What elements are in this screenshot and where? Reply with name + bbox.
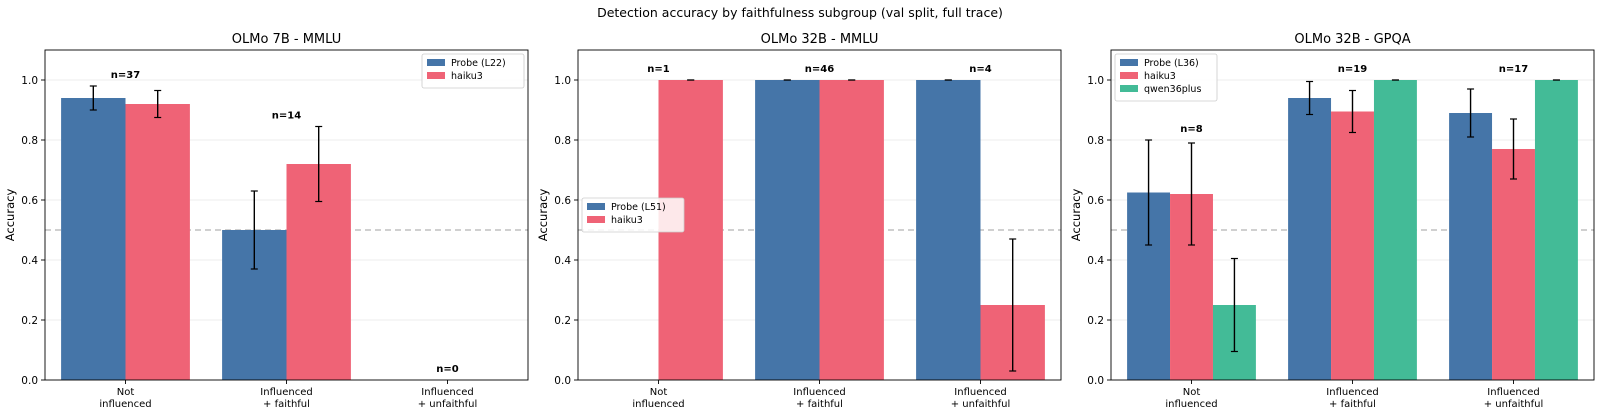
legend-swatch-haiku3	[587, 216, 605, 223]
legend-swatch-haiku3	[427, 72, 445, 79]
figure-title: Detection accuracy by faithfulness subgr…	[597, 5, 1003, 20]
x-tick-line: + faithful	[796, 399, 843, 410]
y-tick-label: 0.8	[554, 135, 571, 147]
x-tick-line: Not	[117, 387, 135, 398]
panel-title: OLMo 32B - GPQA	[1294, 32, 1410, 47]
x-tick-label: Influenced + faithful	[793, 387, 845, 410]
y-tick-label: 0.6	[1087, 195, 1104, 207]
y-tick-label: 0.8	[1087, 135, 1104, 147]
legend-label: qwen36plus	[1144, 84, 1201, 95]
x-tick-line: influenced	[632, 399, 684, 410]
x-tick-line: + unfaithful	[1484, 399, 1544, 410]
x-tick-line: Influenced	[421, 387, 473, 398]
y-tick-label: 0.6	[554, 195, 571, 207]
chart-panel-3: n=8 n=19 n=17 0.0 0.2 0.4 0.6 0.8 1.0 Not influenc…	[1069, 32, 1595, 410]
x-tick-line: + unfaithful	[418, 399, 478, 410]
x-tick-label: Influenced + unfaithful	[951, 387, 1011, 410]
chart-panel-1: n=37 n=14 n=0 0.0 0.2 0.4 0.6 0.8 1.0 Not influenc…	[3, 32, 529, 410]
y-tick-label: 0.6	[21, 195, 38, 207]
legend-label: haiku3	[1144, 71, 1176, 82]
legend-box	[581, 197, 685, 233]
y-tick-label: 0.0	[554, 375, 571, 387]
bar-probe	[1449, 113, 1493, 380]
x-tick-label: Influenced + unfaithful	[1484, 387, 1544, 410]
bar-haiku3	[819, 80, 884, 380]
y-tick-label: 0.2	[1087, 315, 1104, 327]
x-tick-line: Influenced	[1326, 387, 1378, 398]
y-tick-label: 0.8	[21, 135, 38, 147]
x-tick-label: Not influenced	[632, 387, 684, 410]
legend-label: haiku3	[611, 215, 643, 226]
x-tick-label: Not influenced	[1165, 387, 1217, 410]
y-axis-label: Accuracy	[536, 189, 550, 242]
n-label: n=8	[1180, 124, 1202, 135]
legend-box	[421, 53, 525, 89]
y-tick-label: 0.2	[21, 315, 38, 327]
x-tick-line: + faithful	[263, 399, 310, 410]
n-label: n=17	[1499, 64, 1528, 75]
y-tick-label: 0.4	[21, 255, 38, 267]
n-label: n=46	[805, 64, 834, 75]
legend: Probe (L36) haiku3 qwen36plus	[1114, 53, 1218, 102]
y-axis-label: Accuracy	[1069, 189, 1083, 242]
legend-swatch-probe	[427, 59, 445, 66]
legend-label: Probe (L22)	[451, 58, 506, 69]
bar-haiku3	[125, 104, 190, 380]
legend-label: haiku3	[451, 71, 483, 82]
n-label: n=0	[436, 364, 458, 375]
y-tick-label: 0.4	[1087, 255, 1104, 267]
panel-title: OLMo 7B - MMLU	[232, 32, 341, 47]
bar-haiku3	[1492, 149, 1535, 380]
bar-probe	[755, 80, 820, 380]
n-label: n=19	[1338, 64, 1367, 75]
bar-probe	[916, 80, 981, 380]
x-tick-label: Influenced + unfaithful	[418, 387, 478, 410]
y-axis-label: Accuracy	[3, 189, 17, 242]
n-label: n=1	[647, 64, 669, 75]
y-tick-label: 0.4	[554, 255, 571, 267]
x-tick-line: Influenced	[1487, 387, 1539, 398]
legend: Probe (L51) haiku3	[581, 197, 685, 233]
x-tick-label: Not influenced	[99, 387, 151, 410]
y-tick-label: 1.0	[21, 75, 38, 87]
chart-panel-2: n=1 n=46 n=4 0.0 0.2 0.4 0.6 0.8 1.0 Not influence…	[536, 32, 1062, 410]
y-tick-label: 1.0	[554, 75, 571, 87]
y-tick-label: 0.0	[21, 375, 38, 387]
legend-label: Probe (L36)	[1144, 58, 1199, 69]
n-label: n=4	[969, 64, 991, 75]
x-tick-line: Influenced	[954, 387, 1006, 398]
legend-label: Probe (L51)	[611, 202, 666, 213]
legend-swatch-haiku3	[1120, 72, 1138, 79]
y-tick-label: 0.0	[1087, 375, 1104, 387]
x-tick-line: + faithful	[1329, 399, 1376, 410]
x-tick-line: Influenced	[260, 387, 312, 398]
x-tick-line: Not	[1183, 387, 1201, 398]
n-label: n=14	[272, 111, 301, 122]
y-tick-label: 0.2	[554, 315, 571, 327]
legend-swatch-probe	[1120, 59, 1138, 66]
bar-qwen36plus	[1534, 80, 1578, 380]
x-tick-label: Influenced + faithful	[1326, 387, 1378, 410]
x-tick-label: Influenced + faithful	[260, 387, 312, 410]
x-tick-line: + unfaithful	[951, 399, 1011, 410]
x-tick-line: influenced	[99, 399, 151, 410]
bar-probe	[1288, 98, 1332, 380]
x-tick-line: influenced	[1165, 399, 1217, 410]
x-tick-line: Not	[650, 387, 668, 398]
legend-swatch-qwen36plus	[1120, 85, 1138, 92]
x-tick-line: Influenced	[793, 387, 845, 398]
panel-title: OLMo 32B - MMLU	[761, 32, 879, 47]
legend-box	[1114, 53, 1218, 102]
y-tick-label: 1.0	[1087, 75, 1104, 87]
bar-haiku3	[1331, 111, 1374, 380]
legend: Probe (L22) haiku3	[421, 53, 525, 89]
bar-probe	[61, 98, 126, 380]
bar-qwen36plus	[1373, 80, 1417, 380]
legend-swatch-probe	[587, 203, 605, 210]
n-label: n=37	[111, 70, 140, 81]
